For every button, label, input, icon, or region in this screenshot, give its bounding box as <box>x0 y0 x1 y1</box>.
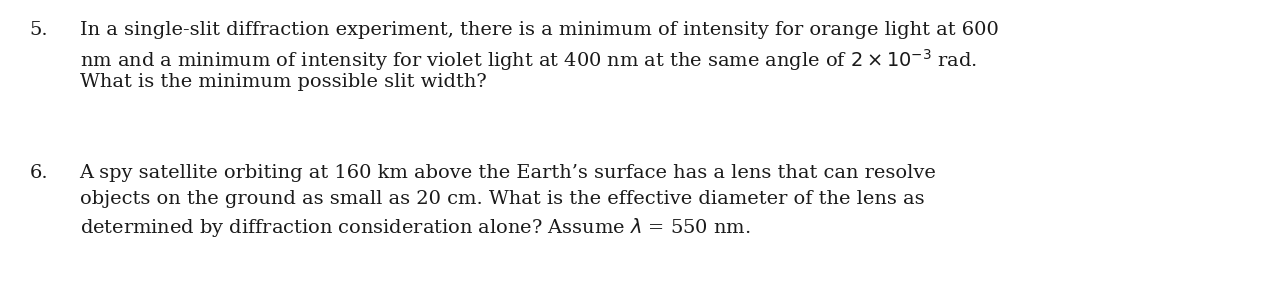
Text: In a single-slit diffraction experiment, there is a minimum of intensity for ora: In a single-slit diffraction experiment,… <box>80 21 999 39</box>
Text: 5.: 5. <box>29 21 48 39</box>
Text: objects on the ground as small as 20 cm. What is the effective diameter of the l: objects on the ground as small as 20 cm.… <box>80 190 925 208</box>
Text: A spy satellite orbiting at 160 km above the Earth’s surface has a lens that can: A spy satellite orbiting at 160 km above… <box>80 164 936 181</box>
Text: 6.: 6. <box>29 164 48 181</box>
Text: determined by diffraction consideration alone? Assume $\lambda$ = 550 nm.: determined by diffraction consideration … <box>80 216 750 239</box>
Text: What is the minimum possible slit width?: What is the minimum possible slit width? <box>80 73 486 92</box>
Text: nm and a minimum of intensity for violet light at 400 nm at the same angle of $2: nm and a minimum of intensity for violet… <box>80 47 976 73</box>
